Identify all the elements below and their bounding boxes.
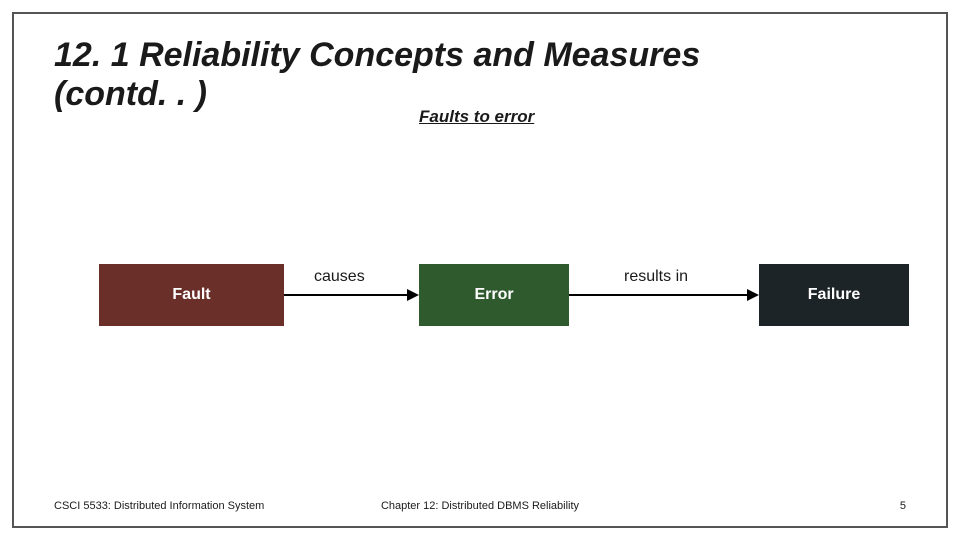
- footer-left: CSCI 5533: Distributed Information Syste…: [54, 500, 264, 512]
- slide-footer: CSCI 5533: Distributed Information Syste…: [54, 500, 906, 512]
- footer-right: 5: [900, 500, 906, 512]
- arrow-line-0: [284, 294, 409, 296]
- arrow-head-icon: [747, 289, 759, 301]
- edge-label-0: causes: [314, 268, 365, 286]
- flow-diagram: Fault Error Failure causes results in: [14, 264, 946, 384]
- node-fault: Fault: [99, 264, 284, 326]
- title-line-1: 12. 1 Reliability Concepts and Measures: [54, 36, 700, 74]
- node-error: Error: [419, 264, 569, 326]
- node-failure: Failure: [759, 264, 909, 326]
- edge-label-1: results in: [624, 268, 688, 286]
- slide-title: 12. 1 Reliability Concepts and Measures …: [54, 36, 906, 114]
- footer-center: Chapter 12: Distributed DBMS Reliability: [381, 500, 579, 512]
- slide-subtitle: Faults to error: [419, 107, 534, 127]
- arrow-line-1: [569, 294, 749, 296]
- slide-frame: 12. 1 Reliability Concepts and Measures …: [12, 12, 948, 528]
- title-line-2: (contd. . ): [54, 75, 207, 113]
- arrow-head-icon: [407, 289, 419, 301]
